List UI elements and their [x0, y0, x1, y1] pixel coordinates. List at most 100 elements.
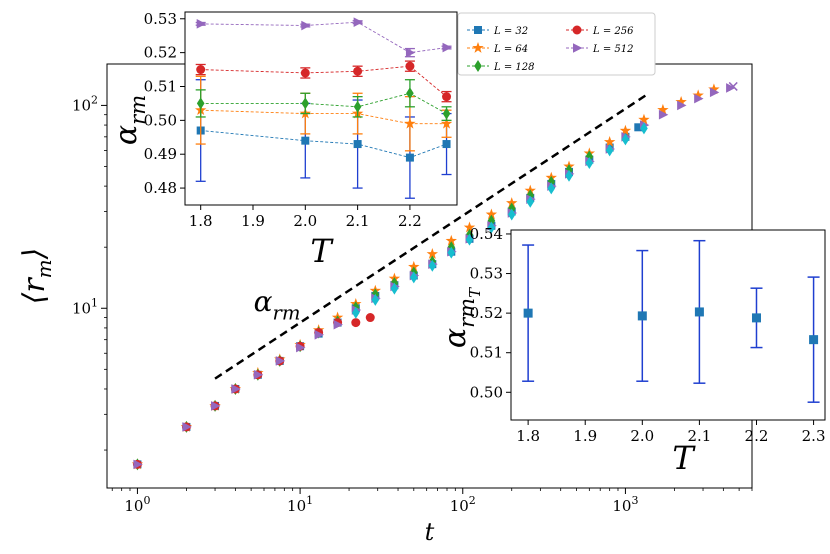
inset-right-y-tick-label: 0.54: [470, 225, 503, 243]
inset-top-point-l-32: [442, 140, 451, 149]
main-point-l-64: [638, 113, 650, 125]
main-point-l-512: [333, 319, 343, 330]
legend-label-l-256: L = 256: [592, 26, 634, 37]
main-point-extra: [585, 157, 594, 170]
inset-top-point-l-512: [301, 20, 311, 31]
legend-label-l-512: L = 512: [592, 44, 633, 55]
inset-top-point-l-64: [440, 117, 453, 129]
main-point-l-512: [658, 109, 669, 120]
main-point-l-64: [657, 103, 669, 115]
inset-top-series-l-512: [195, 17, 452, 58]
main-point-l-64: [445, 234, 457, 246]
main-point-l-64: [708, 83, 720, 95]
inset-right-point: [694, 307, 704, 317]
inset-top-point-l-128: [442, 107, 451, 120]
main-y-tick-label: 101: [72, 296, 98, 317]
main-point-extra: [640, 122, 648, 135]
main-point-l-256: [365, 313, 375, 323]
main-point-extra: [447, 246, 456, 259]
legend-marker-l-64: [472, 42, 484, 53]
main-point-l-64: [426, 248, 439, 259]
main-point-l-32: [634, 123, 643, 132]
inset-top-point-l-512: [405, 47, 416, 58]
main-point-l-512: [182, 422, 192, 432]
inset-top-frame: [184, 11, 458, 206]
main-point-l-512: [253, 369, 264, 380]
main-point-l-512: [709, 87, 720, 98]
main-point-l-128: [487, 214, 496, 227]
inset-right-frame: [510, 229, 826, 421]
main-point-l-64: [463, 221, 476, 233]
legend-marker-l-32: [474, 26, 482, 34]
main-point-extra: [487, 221, 496, 234]
inset-right-x-tick-label: 2.1: [687, 427, 711, 445]
main-point-l-64: [408, 260, 420, 272]
inset-top-y-tick-label: 0.50: [144, 111, 177, 129]
legend-label-l-32: L = 32: [493, 26, 528, 37]
inset-right-y-tick-label: 0.51: [470, 344, 503, 362]
inset-top-plot: 1.8 1.9 2.0 2.1 2.2 0.48 0.49 0.50 0.51 0.52 0.53 T…: [109, 10, 656, 270]
main-point-l-64: [603, 136, 616, 147]
main-point-l-512: [275, 356, 286, 366]
main-point-l-64: [675, 95, 687, 107]
main-series-extra: [351, 122, 648, 319]
inset-top-point-l-128: [196, 97, 205, 110]
inset-right-y-tick-label: 0.52: [470, 304, 503, 322]
inset-top-point-l-128: [406, 87, 414, 100]
inset-right-plot: 1.8 1.9 2.0 2.1 2.2 2.3 0.50 0.51 0.52 0.53 0.54 Tα…: [438, 225, 826, 477]
main-point-extra: [547, 182, 556, 195]
inset-top-legend: L = 32 L = 64 L = 128 L = 256 L = 512: [457, 12, 656, 76]
main-point-l-64: [619, 124, 632, 136]
inset-top-x-tick-label: 1.9: [241, 212, 265, 230]
main-x-tick-label: 102: [450, 494, 476, 515]
inset-top-point-l-256: [300, 68, 310, 78]
legend-marker-l-128: [474, 60, 482, 72]
legend-label-l-64: L = 64: [493, 44, 528, 55]
main-point-l-512: [133, 459, 143, 470]
inset-right-x-tick-label: 2.3: [802, 427, 826, 445]
inset-top-y-tick-label: 0.52: [144, 44, 177, 62]
main-x-tick-label: 101: [287, 494, 313, 515]
inset-right-point: [523, 308, 533, 318]
inset-right-x-tick-label: 1.9: [573, 427, 597, 445]
main-point-l-256: [351, 318, 361, 328]
inset-top-point-l-256: [353, 66, 363, 76]
inset-top-point-l-32: [301, 136, 310, 145]
main-point-l-512: [296, 342, 306, 353]
inset-right-x-axis-label: T: [672, 439, 696, 477]
inset-top-point-l-512: [353, 17, 364, 27]
main-point-extra: [371, 293, 380, 306]
inset-top-y-tick-label: 0.51: [144, 77, 177, 95]
inset-top-y-tick-label: 0.53: [144, 10, 177, 28]
main-x-axis-label: t: [425, 518, 435, 546]
main-point-l-64: [692, 89, 704, 101]
inset-top-x-axis-label: T: [310, 232, 334, 270]
main-point-l-64: [506, 197, 518, 208]
inset-right-y-axis-label: αrmT: [438, 287, 484, 348]
inset-top-y-tick-label: 0.48: [144, 179, 177, 197]
legend-marker-l-256: [572, 25, 582, 35]
main-point-extra: [465, 233, 474, 246]
main-point-extra: [565, 169, 573, 182]
main-point-l-512: [211, 401, 221, 411]
main-point-extra: [428, 259, 437, 272]
inset-right-x-tick-label: 1.8: [516, 427, 540, 445]
inset-top-x-tick-label: 2.1: [346, 212, 370, 230]
main-point-extra: [409, 271, 418, 284]
inset-top-series-l-256: [195, 60, 452, 103]
main-point-extra: [526, 195, 535, 208]
main-point-l-512: [694, 93, 704, 104]
main-point-l-512: [314, 329, 325, 340]
inset-top-series-l-128: [195, 79, 452, 122]
inset-right-x-tick-label: 2.2: [745, 427, 769, 445]
inset-top-y-tick-label: 0.49: [144, 145, 177, 163]
inset-right-point: [809, 335, 819, 345]
main-point-extra: [390, 282, 399, 295]
inset-top-point-l-32: [353, 140, 362, 149]
guide-line-label: αrm: [254, 285, 301, 324]
main-x-tick-label: 100: [124, 494, 150, 515]
inset-top-point-l-512: [196, 19, 207, 29]
inset-right-y-tick-label: 0.50: [470, 383, 503, 401]
inset-top-x-tick-label: 2.0: [293, 212, 317, 230]
